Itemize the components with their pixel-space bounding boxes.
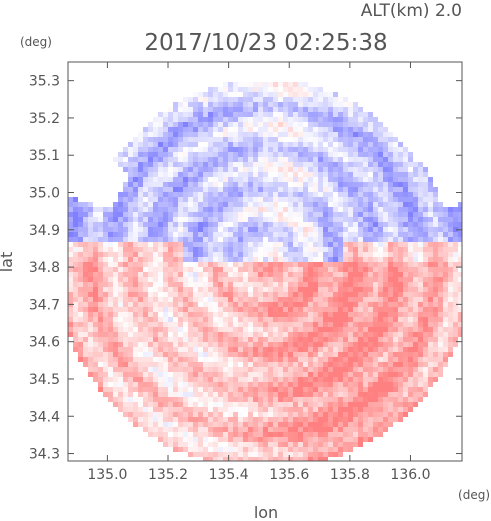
y-tick-label: 34.5 — [29, 372, 60, 388]
y-unit-label: (deg) — [20, 35, 52, 49]
y-tick-label: 35.2 — [29, 111, 60, 127]
x-axis-label: lon — [254, 503, 278, 521]
x-tick-label: 135.4 — [209, 467, 249, 483]
x-tick-label: 135.0 — [87, 467, 127, 483]
x-tick-label: 136.0 — [390, 467, 430, 483]
altitude-label: ALT(km) 2.0 — [361, 1, 462, 21]
y-axis-label: lat — [0, 252, 16, 273]
y-tick-labels: 34.3 34.4 34.5 34.6 34.7 34.8 34.9 35.0 35.1 35.2… — [29, 74, 60, 463]
y-tick-label: 34.7 — [29, 297, 60, 313]
y-tick-label: 34.6 — [29, 335, 60, 351]
chart-title: 2017/10/23 02:25:38 — [144, 30, 387, 56]
axis-ticks — [68, 62, 462, 461]
x-tick-labels: 135.0 135.2 135.4 135.6 135.8 136.0 — [87, 467, 430, 483]
velocity-field — [68, 82, 462, 461]
y-tick-label: 34.3 — [29, 447, 60, 463]
y-tick-label: 34.8 — [29, 260, 60, 276]
y-tick-label: 35.3 — [29, 74, 60, 90]
y-tick-label: 34.4 — [29, 409, 60, 425]
x-tick-label: 135.6 — [269, 467, 309, 483]
x-tick-label: 135.2 — [148, 467, 188, 483]
y-tick-label: 35.1 — [29, 148, 60, 164]
y-tick-label: 35.0 — [29, 186, 60, 202]
x-tick-label: 135.8 — [330, 467, 370, 483]
plot-frame — [67, 61, 463, 462]
x-unit-label: (deg) — [458, 488, 490, 502]
y-tick-label: 34.9 — [29, 223, 60, 239]
